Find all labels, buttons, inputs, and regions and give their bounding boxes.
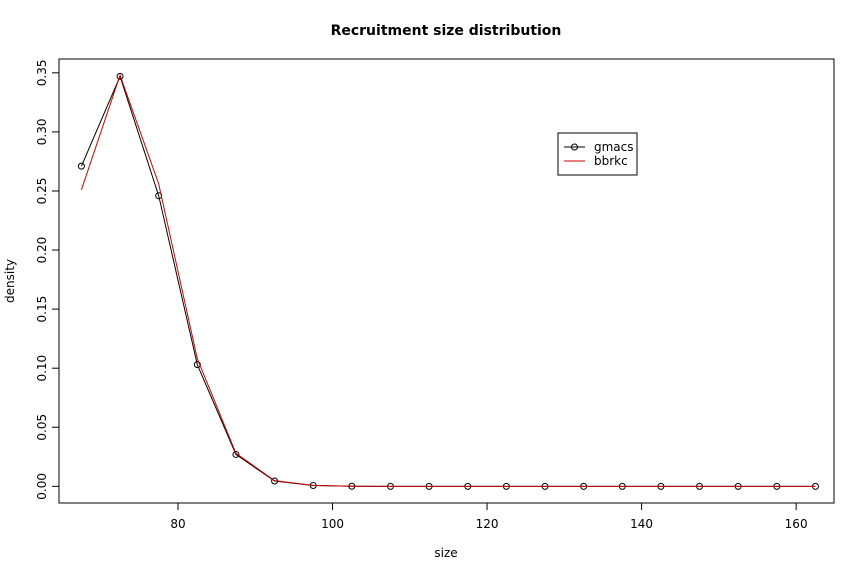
data-point-gmacs bbox=[232, 450, 240, 458]
y-tick-label: 0.15 bbox=[35, 296, 49, 323]
y-tick-label: 0.10 bbox=[35, 355, 49, 382]
x-tick-label: 160 bbox=[785, 517, 808, 531]
y-tick-label: 0.20 bbox=[35, 237, 49, 264]
plot-frame bbox=[58, 58, 835, 504]
y-tick-label: 0.30 bbox=[35, 119, 49, 146]
x-tick-label: 120 bbox=[476, 517, 499, 531]
y-tick-label: 0.05 bbox=[35, 414, 49, 441]
y-axis: 0.00 0.05 0.10 0.15 0.20 0.25 0.30 0.35 bbox=[35, 59, 60, 500]
data-point-gmacs bbox=[193, 361, 201, 369]
legend-label-gmacs: gmacs bbox=[594, 140, 634, 154]
chart-title: Recruitment size distribution bbox=[331, 23, 562, 39]
x-tick-label: 140 bbox=[630, 517, 653, 531]
data-point-gmacs bbox=[116, 72, 124, 80]
y-axis-label: density bbox=[3, 259, 17, 303]
series-line-gmacs bbox=[80, 74, 816, 487]
legend-marker-gmacs bbox=[571, 143, 578, 151]
legend-box bbox=[557, 132, 638, 176]
series-layer bbox=[77, 72, 819, 490]
legend: gmacs bbrkc bbox=[557, 132, 638, 176]
x-axis: 80 100 120 140 160 bbox=[170, 502, 808, 531]
x-tick-label: 80 bbox=[170, 517, 185, 531]
series-line-bbrkc bbox=[80, 73, 816, 487]
legend-label-bbrkc: bbrkc bbox=[594, 154, 628, 168]
y-tick-label: 0.25 bbox=[35, 178, 49, 205]
y-tick-label: 0.35 bbox=[35, 59, 49, 86]
x-axis-label: size bbox=[434, 546, 457, 560]
data-point-gmacs bbox=[77, 162, 85, 170]
y-tick-label: 0.00 bbox=[35, 473, 49, 500]
x-tick-label: 100 bbox=[321, 517, 344, 531]
